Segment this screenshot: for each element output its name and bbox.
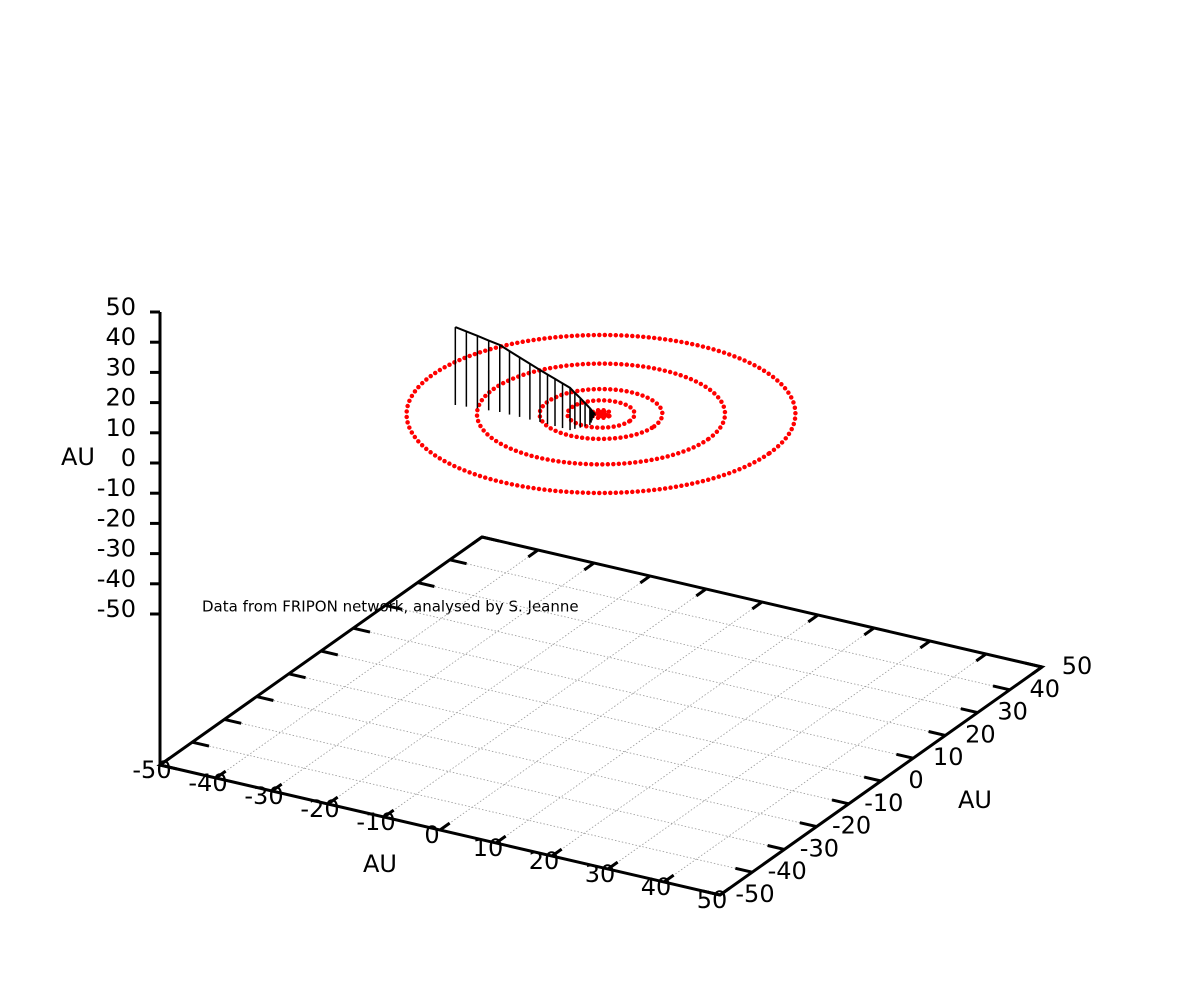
y-tick-label: -40 xyxy=(768,857,807,885)
grid-line xyxy=(449,559,1010,691)
y-axis-label: AU xyxy=(958,786,992,814)
x-tick xyxy=(471,535,483,546)
x-tick-label: -50 xyxy=(132,756,171,784)
y-tick xyxy=(417,581,435,588)
grid-line xyxy=(320,650,882,782)
trajectory-line xyxy=(454,326,596,415)
orbit xyxy=(596,410,606,418)
x-tick xyxy=(383,808,395,819)
grid-line xyxy=(663,653,987,883)
orbit xyxy=(404,332,798,496)
y-tick xyxy=(224,717,242,725)
y-tick-label: 0 xyxy=(908,766,923,794)
x-tick xyxy=(495,834,507,845)
grid-line xyxy=(353,627,914,759)
grid-line xyxy=(271,562,595,792)
x-tick xyxy=(807,613,819,624)
x-tick xyxy=(639,574,651,585)
x-tick xyxy=(439,821,451,832)
y-tick-label: 10 xyxy=(933,743,964,771)
y-tick-label: 50 xyxy=(1062,652,1093,680)
x-tick-label: -40 xyxy=(188,769,227,797)
x-tick xyxy=(215,769,227,780)
x-tick-label: 0 xyxy=(424,821,439,849)
y-tick-label: -30 xyxy=(800,834,839,862)
y-tick xyxy=(767,844,785,851)
y-tick xyxy=(735,866,753,874)
z-tick-label: -40 xyxy=(97,565,136,593)
orbit xyxy=(474,361,728,467)
x-tick-label: -30 xyxy=(244,782,283,810)
y-tick-label: -10 xyxy=(864,789,903,817)
z-tick-label: -10 xyxy=(97,474,136,502)
y-tick-label: -50 xyxy=(735,880,774,908)
y-tick xyxy=(896,752,914,760)
z-tick-label: 40 xyxy=(105,323,136,351)
z-tick-label: -50 xyxy=(97,595,136,623)
grid-line xyxy=(551,627,875,857)
x-tick xyxy=(975,652,987,663)
y-tick xyxy=(702,889,721,897)
y-tick xyxy=(191,740,210,748)
y-tick xyxy=(928,730,946,737)
x-tick xyxy=(695,587,707,598)
x-tick xyxy=(719,886,731,897)
y-tick xyxy=(352,626,371,634)
y-tick xyxy=(385,603,403,611)
x-tick-label: 20 xyxy=(529,847,560,875)
y-tick xyxy=(1024,661,1043,669)
z-axis-label: AU xyxy=(61,443,95,471)
z-tick-label: 0 xyxy=(121,444,136,472)
x-tick xyxy=(751,600,763,611)
y-tick-label: -20 xyxy=(832,812,871,840)
grid-line xyxy=(385,605,946,736)
y-tick xyxy=(799,821,817,829)
y-tick xyxy=(481,535,500,543)
grid-line xyxy=(256,696,817,827)
x-tick xyxy=(919,639,931,650)
x-tick-label: -10 xyxy=(356,808,395,836)
y-tick xyxy=(992,684,1011,692)
x-tick-label: 10 xyxy=(473,834,504,862)
z-tick-label: 50 xyxy=(105,293,136,321)
x-tick-label: 50 xyxy=(697,886,728,914)
x-tick-label: 30 xyxy=(585,860,616,888)
z-tick-label: 10 xyxy=(105,414,136,442)
x-tick xyxy=(607,860,619,871)
z-tick-label: 30 xyxy=(105,353,136,381)
grid-line xyxy=(192,741,753,873)
x-tick-label: 40 xyxy=(641,873,672,901)
grid-line xyxy=(495,614,819,844)
z-tick-label: -20 xyxy=(97,504,136,532)
y-tick-label: 30 xyxy=(997,698,1028,726)
y-tick xyxy=(831,798,850,806)
y-tick-label: 20 xyxy=(965,720,996,748)
y-tick-label: 40 xyxy=(1030,675,1061,703)
x-tick xyxy=(271,782,283,793)
y-tick xyxy=(449,558,467,566)
grid-line xyxy=(417,582,978,713)
z-tick-label: 20 xyxy=(105,384,136,412)
x-tick xyxy=(551,847,563,858)
y-tick xyxy=(288,672,306,680)
x-tick xyxy=(863,626,875,637)
grid-line xyxy=(224,719,785,850)
z-tick-label: -30 xyxy=(97,535,136,563)
x-tick xyxy=(583,561,595,572)
y-tick xyxy=(159,763,178,771)
y-tick xyxy=(256,695,274,702)
x-tick-label: -20 xyxy=(300,795,339,823)
x-tick xyxy=(663,873,675,884)
x-axis-label: AU xyxy=(363,850,397,878)
y-tick xyxy=(960,707,978,715)
x-tick xyxy=(527,548,539,559)
y-tick xyxy=(320,649,339,657)
orbit xyxy=(565,398,637,430)
y-tick xyxy=(863,775,882,783)
grid-line xyxy=(288,673,849,805)
x-tick xyxy=(327,795,339,806)
grid-line xyxy=(383,588,707,818)
